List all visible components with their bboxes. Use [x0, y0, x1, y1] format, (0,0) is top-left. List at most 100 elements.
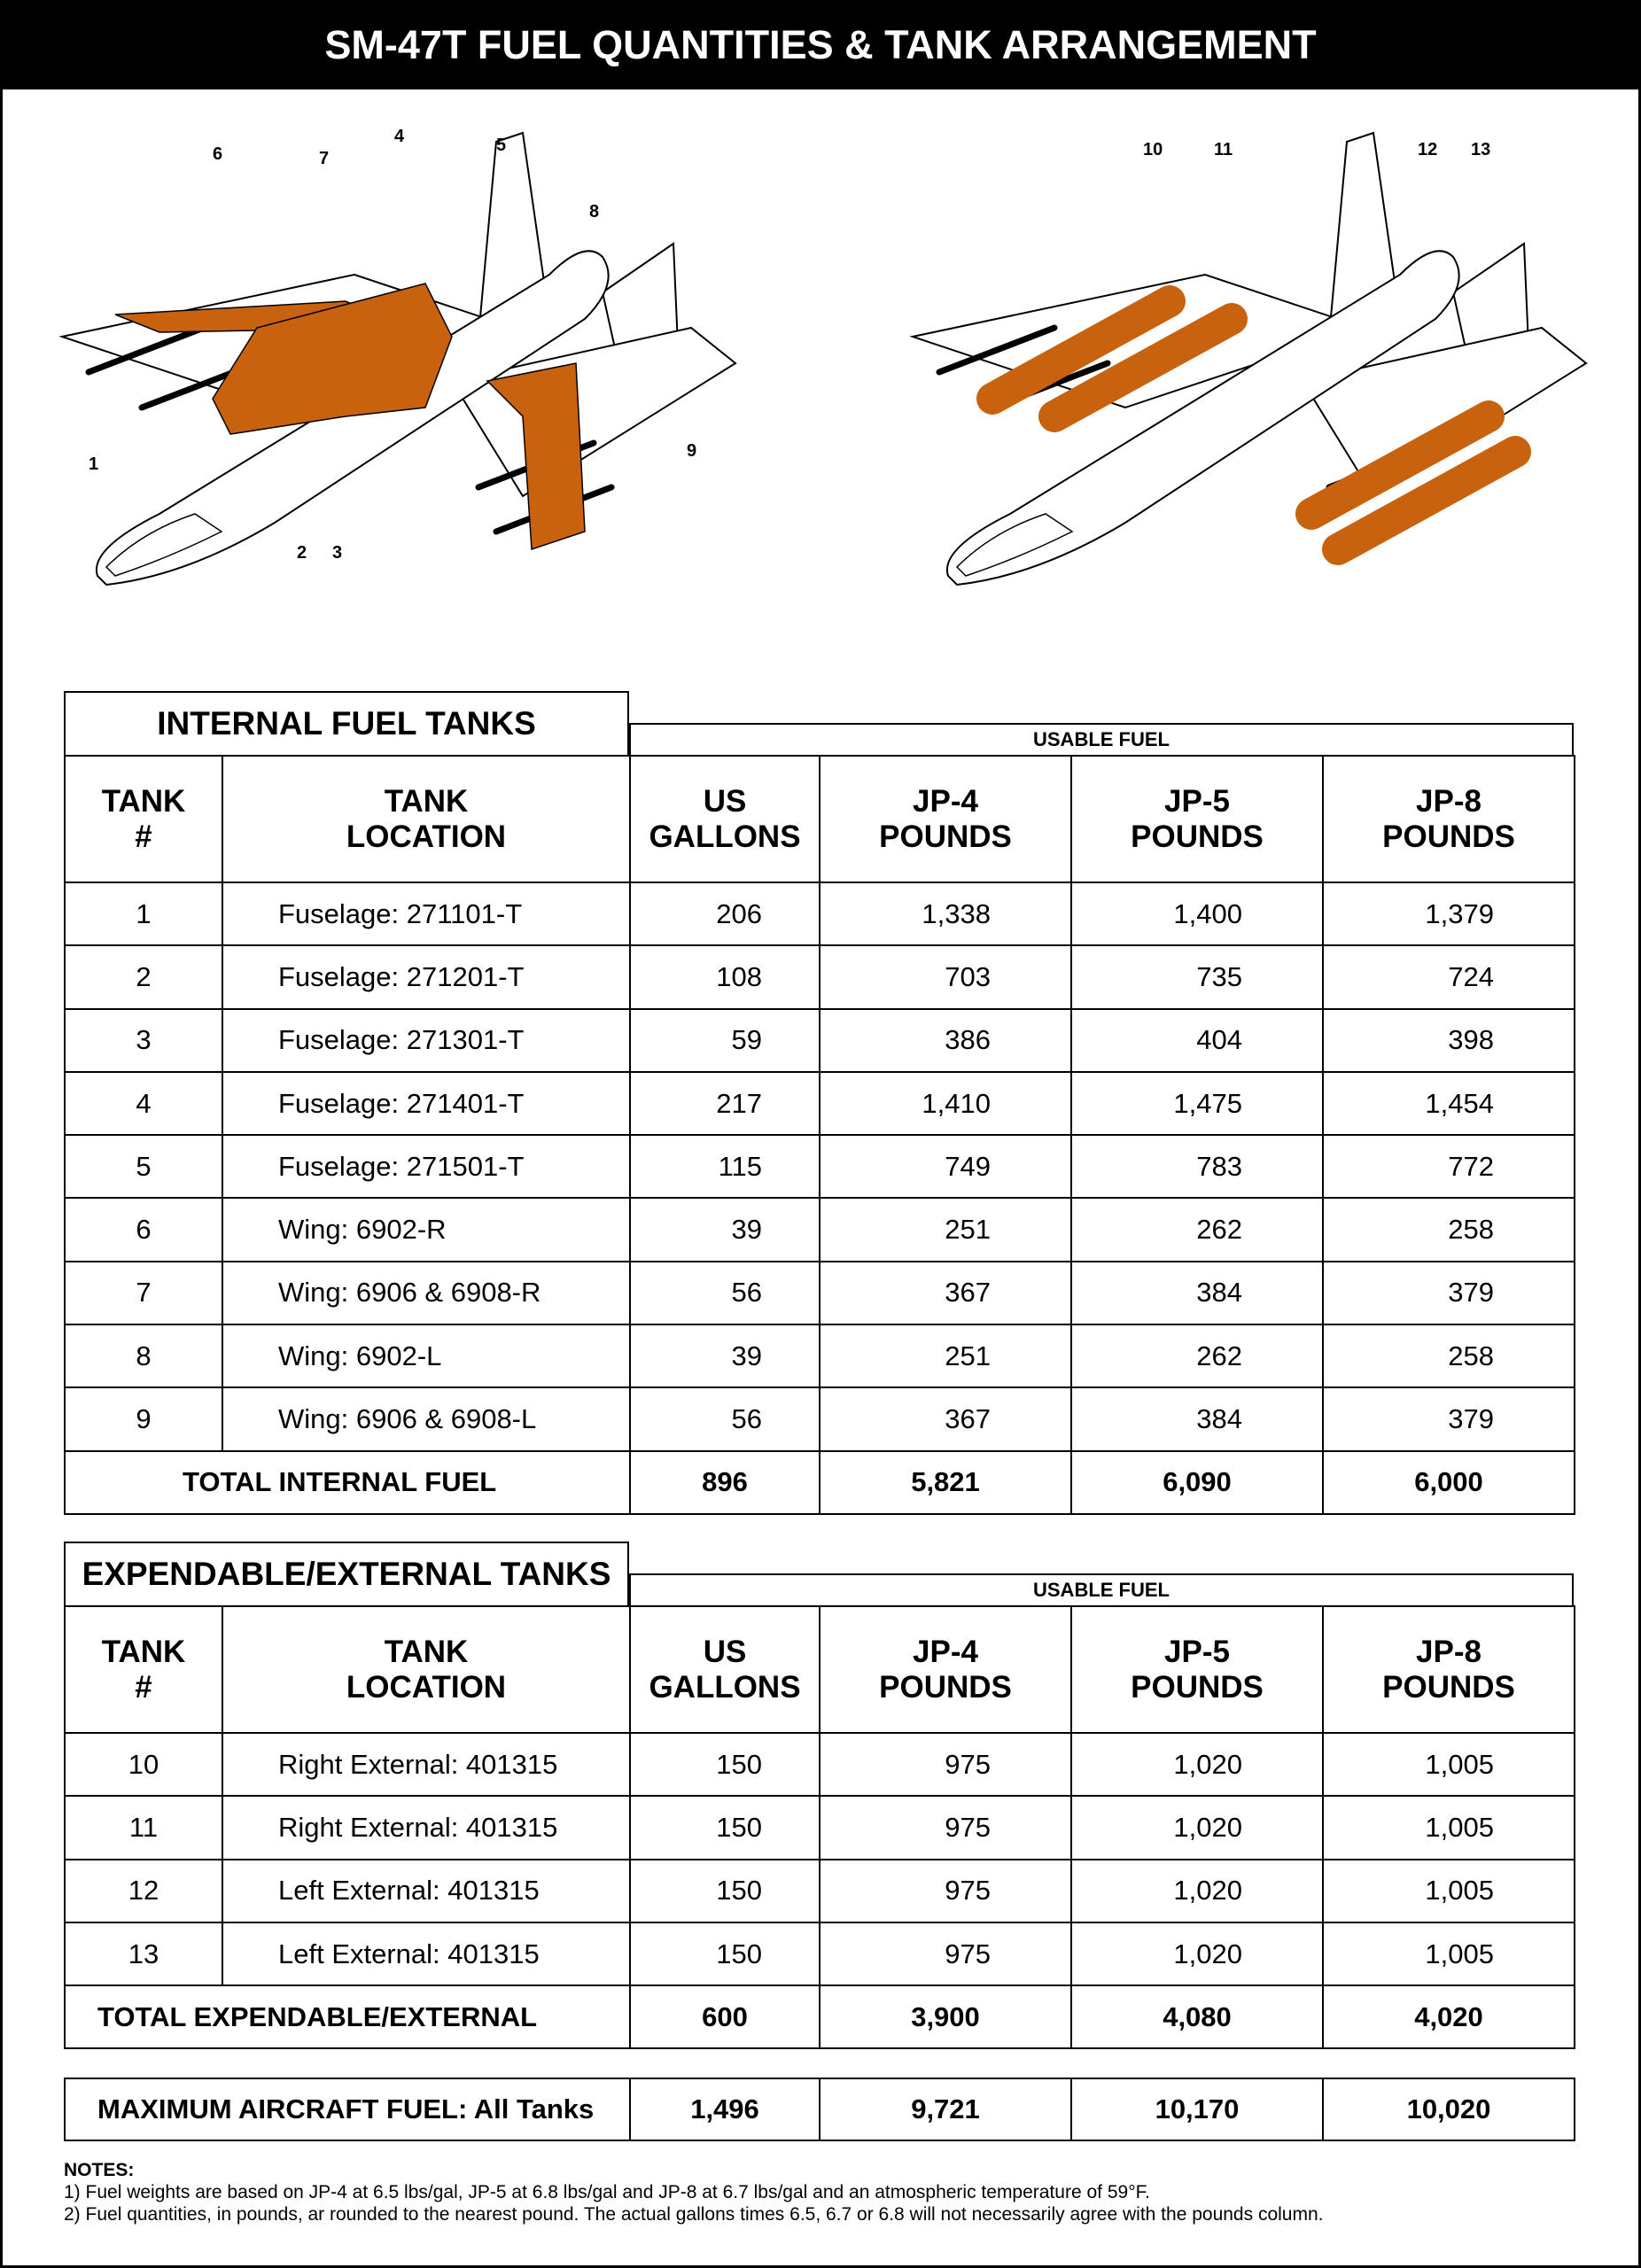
- cell-jp5: 6,090: [1070, 1449, 1324, 1515]
- cell-jp5: 1,020: [1070, 1795, 1324, 1860]
- cell-tank: 13: [64, 1921, 223, 1987]
- cell-jp4: 975: [819, 1858, 1072, 1923]
- callout-8: 8: [589, 202, 599, 221]
- cell-jp5: 262: [1070, 1197, 1324, 1262]
- callout-10: 10: [1143, 140, 1163, 159]
- cell-location: Fuselage: 271501-T: [222, 1134, 631, 1200]
- cell-jp5: 10,170: [1070, 2078, 1324, 2141]
- maximum-fuel-row: MAXIMUM AIRCRAFT FUEL: All Tanks 1,496 9,7…: [64, 2078, 1575, 2141]
- cell-tank: 2: [64, 944, 223, 1010]
- total-internal-row-label: TOTAL INTERNAL FUEL: [64, 1449, 631, 1515]
- cell-jp4: 1,410: [819, 1070, 1072, 1137]
- table-row: 9 Wing: 6906 & 6908-L 56 367 384 379: [64, 1386, 1575, 1452]
- cell-location: Wing: 6902-L: [222, 1324, 631, 1389]
- cell-jp4: 975: [819, 1921, 1072, 1987]
- cell-location: Fuselage: 271301-T: [222, 1007, 631, 1073]
- cell-gallons: 150: [629, 1795, 820, 1860]
- cell-jp8: 724: [1322, 944, 1575, 1010]
- table-row: 13 Left External: 401315 150 975 1,020 1,005: [64, 1921, 1575, 1987]
- cell-gallons: 600: [629, 1984, 820, 2050]
- cell-gallons: 39: [629, 1197, 820, 1262]
- cell-location: Fuselage: 271101-T: [222, 881, 631, 947]
- cell-location: Fuselage: 271201-T: [222, 944, 631, 1010]
- callout-9: 9: [687, 441, 696, 461]
- table-row: 12 Left External: 401315 150 975 1,020 1,005: [64, 1858, 1575, 1923]
- table-row: 11 Right External: 401315 150 975 1,020 1,005: [64, 1795, 1575, 1860]
- column-header-jp5: JP-5 POUNDS: [1070, 1605, 1324, 1734]
- right-wing: [1301, 326, 1588, 498]
- section-title: INTERNAL FUEL TANKS: [64, 691, 629, 755]
- section-title: EXPENDABLE/EXTERNAL TANKS: [64, 1542, 629, 1605]
- notes-heading: NOTES:: [64, 2160, 135, 2180]
- cell-jp8: 379: [1322, 1386, 1575, 1452]
- right-wing: [450, 326, 737, 498]
- weapon-rail: [85, 324, 207, 376]
- cell-gallons: 150: [629, 1921, 820, 1987]
- total-external-row: TOTAL EXPENDABLE/EXTERNAL 600 3,900 4,080 4,…: [64, 1984, 1575, 2050]
- cell-jp8: 1,005: [1322, 1921, 1575, 1987]
- cell-jp8: 1,454: [1322, 1070, 1575, 1137]
- cell-jp8: 6,000: [1322, 1449, 1575, 1515]
- fuselage: [95, 250, 610, 586]
- cell-location: Right External: 401315: [222, 1795, 631, 1860]
- column-header-jp4: JP-4 POUNDS: [819, 1605, 1072, 1734]
- cell-jp4: 5,821: [819, 1449, 1072, 1515]
- cell-gallons: 1,496: [629, 2078, 820, 2141]
- cell-gallons: 206: [629, 881, 820, 947]
- cell-jp8: 4,020: [1322, 1984, 1575, 2050]
- cell-jp5: 1,020: [1070, 1921, 1324, 1987]
- cell-tank: 4: [64, 1070, 223, 1137]
- cell-jp4: 367: [819, 1386, 1072, 1452]
- cell-tank: 1: [64, 881, 223, 947]
- column-header-gallons: US GALLONS: [629, 1605, 820, 1734]
- column-header-jp8: JP-8 POUNDS: [1322, 1605, 1575, 1734]
- cell-location: Left External: 401315: [222, 1858, 631, 1923]
- cell-jp4: 3,900: [819, 1984, 1072, 2050]
- cell-tank: 3: [64, 1007, 223, 1073]
- column-header-row: TANK # TANK LOCATION US GALLONS JP-4 POUNDS JP-5…: [64, 1605, 1575, 1734]
- cell-jp4: 703: [819, 944, 1072, 1010]
- total-external-row-label: TOTAL EXPENDABLE/EXTERNAL: [64, 1984, 631, 2050]
- cell-tank: 6: [64, 1197, 223, 1262]
- cell-jp8: 772: [1322, 1134, 1575, 1200]
- page-title: SM-47T FUEL QUANTITIES & TANK ARRANGEMEN…: [0, 0, 1641, 89]
- cell-jp4: 9,721: [819, 2078, 1072, 2141]
- table-row: 4 Fuselage: 271401-T 217 1,410 1,475 1,454: [64, 1070, 1575, 1137]
- internal-tanks-diagram: 1 2 3 4 5 6 7 8 9: [58, 127, 737, 586]
- cell-gallons: 56: [629, 1386, 820, 1452]
- column-header-tank: TANK #: [64, 1605, 223, 1734]
- cell-tank: 10: [64, 1731, 223, 1798]
- cell-jp4: 251: [819, 1197, 1072, 1262]
- cell-gallons: 39: [629, 1324, 820, 1389]
- usable-fuel-header: USABLE FUEL: [629, 723, 1574, 755]
- usable-fuel-header: USABLE FUEL: [629, 1573, 1574, 1605]
- cockpit-canopy: [955, 513, 1074, 577]
- external-tank-11: [1038, 303, 1248, 432]
- column-header-jp4: JP-4 POUNDS: [819, 755, 1072, 883]
- cell-jp5: 384: [1070, 1386, 1324, 1452]
- cell-jp5: 262: [1070, 1324, 1324, 1389]
- cell-jp5: 1,020: [1070, 1858, 1324, 1923]
- wing-tank-9: [486, 362, 586, 551]
- callout-12: 12: [1418, 140, 1437, 159]
- column-header-row: TANK # TANK LOCATION US GALLONS JP-4 POUNDS JP-5…: [64, 755, 1575, 883]
- cell-gallons: 217: [629, 1070, 820, 1137]
- external-tank-12: [1295, 400, 1505, 530]
- column-header-jp5: JP-5 POUNDS: [1070, 755, 1324, 883]
- cell-location: Left External: 401315: [222, 1921, 631, 1987]
- column-header-location: TANK LOCATION: [222, 755, 631, 883]
- cell-jp4: 386: [819, 1007, 1072, 1073]
- cell-jp5: 1,400: [1070, 881, 1324, 947]
- column-header-location: TANK LOCATION: [222, 1605, 631, 1734]
- cell-jp8: 1,005: [1322, 1858, 1575, 1923]
- external-tank-10: [976, 285, 1186, 415]
- maximum-fuel-row-label: MAXIMUM AIRCRAFT FUEL: All Tanks: [64, 2078, 631, 2141]
- cell-jp8: 1,005: [1322, 1795, 1575, 1860]
- callout-6: 6: [213, 144, 222, 164]
- cell-location: Wing: 6906 & 6908-R: [222, 1260, 631, 1326]
- column-header-gallons: US GALLONS: [629, 755, 820, 883]
- cell-location: Wing: 6902-R: [222, 1197, 631, 1262]
- cell-location: Fuselage: 271401-T: [222, 1070, 631, 1137]
- note-2: 2) Fuel quantities, in pounds, ar rounde…: [64, 2204, 1324, 2225]
- callout-3: 3: [332, 543, 342, 563]
